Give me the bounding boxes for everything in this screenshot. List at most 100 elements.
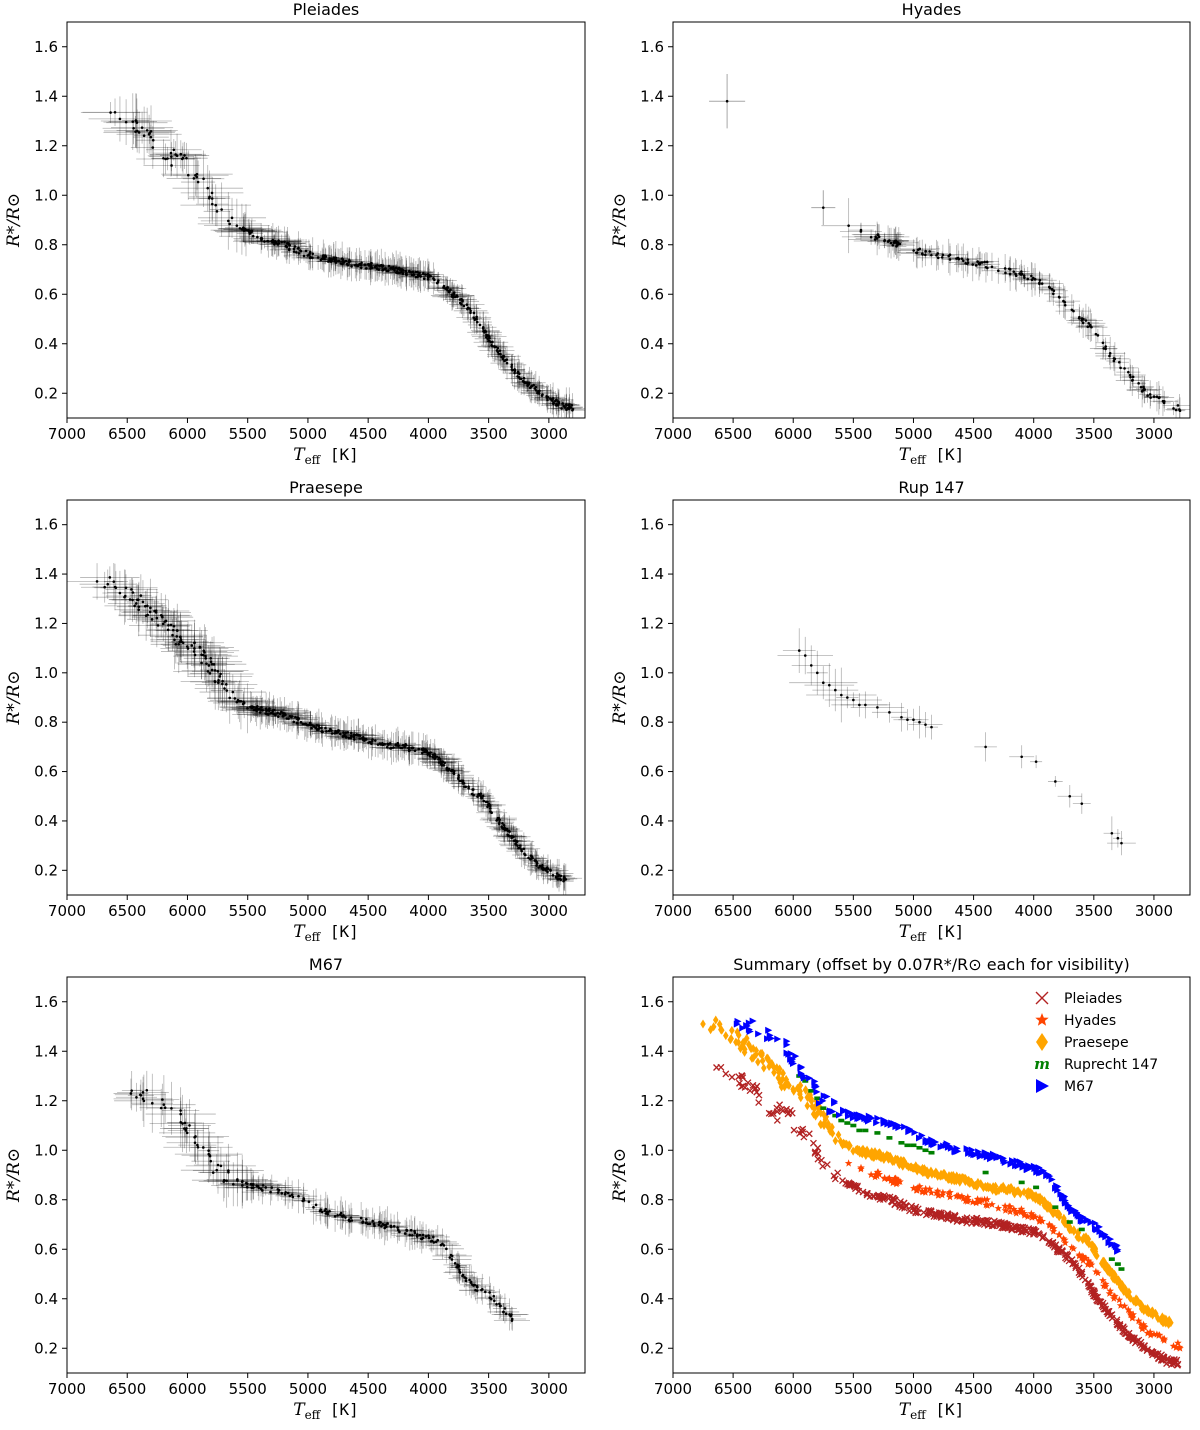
series-marker <box>1159 1356 1167 1364</box>
series-marker <box>1114 1321 1122 1329</box>
data-point <box>281 715 285 718</box>
data-point <box>241 1179 244 1183</box>
x-tick-label: 4500 <box>349 425 387 443</box>
data-point <box>192 177 196 180</box>
data-point <box>411 1233 414 1237</box>
data-point <box>530 384 534 388</box>
series-marker <box>1124 1305 1133 1314</box>
series-marker <box>881 1155 887 1165</box>
data-point <box>215 1168 219 1172</box>
series-marker <box>988 1200 996 1208</box>
data-point <box>186 647 190 650</box>
data-point <box>898 242 902 246</box>
series-marker <box>934 1171 941 1181</box>
series-marker <box>790 1084 796 1094</box>
series-marker <box>1006 1207 1014 1215</box>
series-marker <box>840 1106 848 1114</box>
series-marker <box>1128 1314 1137 1322</box>
data-point <box>251 234 255 238</box>
x-tick-label: 7000 <box>48 425 86 443</box>
data-point <box>324 1207 328 1211</box>
data-point <box>161 622 165 626</box>
data-point <box>864 703 867 707</box>
data-point <box>522 376 526 380</box>
data-point <box>274 240 277 243</box>
legend-label: Hyades <box>1064 1013 1116 1029</box>
series-marker <box>927 1188 936 1196</box>
data-point <box>468 1278 471 1282</box>
data-point <box>315 724 319 727</box>
series-ruprecht-147 <box>796 1074 1125 1271</box>
series-marker <box>906 1127 914 1135</box>
data-point <box>1080 317 1084 320</box>
data-point <box>338 1213 342 1216</box>
x-tick-label: 6500 <box>714 425 752 443</box>
data-point <box>128 598 132 601</box>
series-marker <box>707 1025 714 1035</box>
data-point <box>255 707 259 711</box>
data-point <box>405 273 408 276</box>
series-marker <box>1090 1288 1098 1296</box>
data-point <box>508 1313 511 1316</box>
data-point <box>397 744 400 747</box>
data-point <box>552 402 555 405</box>
data-point <box>145 1088 149 1092</box>
series-marker <box>738 1072 746 1079</box>
data-point <box>401 272 405 275</box>
data-point <box>1038 282 1041 286</box>
data-point <box>555 872 559 875</box>
data-point <box>948 258 952 261</box>
data-point <box>431 753 435 756</box>
data-point <box>846 696 849 699</box>
data-point <box>556 878 560 881</box>
data-point <box>427 1236 431 1240</box>
y-tick-label: 1.4 <box>640 565 664 583</box>
data-point <box>416 273 420 277</box>
data-point <box>442 284 446 288</box>
data-point <box>1034 760 1038 763</box>
data-point <box>427 1234 430 1237</box>
data-point <box>287 717 290 720</box>
data-point <box>452 771 455 775</box>
data-point <box>1084 319 1088 322</box>
data-point <box>480 796 483 800</box>
data-point <box>437 761 441 764</box>
data-point <box>162 156 165 160</box>
data-point <box>148 610 152 614</box>
data-point <box>261 1184 265 1187</box>
series-marker <box>1079 1256 1087 1264</box>
data-point <box>417 747 421 751</box>
data-point <box>565 404 568 407</box>
data-point <box>472 311 476 315</box>
data-point <box>394 744 398 747</box>
data-point <box>502 823 506 827</box>
series-marker <box>1104 1265 1110 1275</box>
x-tick-label: 6000 <box>774 1380 812 1398</box>
data-point <box>1118 360 1121 364</box>
x-tick-label: 3500 <box>1075 425 1113 443</box>
series-marker <box>988 1152 996 1160</box>
series-marker <box>826 1108 834 1116</box>
data-point <box>475 1289 479 1292</box>
data-point <box>348 1219 352 1223</box>
series-marker <box>1092 1267 1100 1276</box>
series-marker <box>1168 1318 1174 1328</box>
data-point <box>290 715 294 718</box>
series-marker <box>716 1019 723 1029</box>
series-marker <box>916 1145 923 1150</box>
series-marker <box>717 1063 725 1071</box>
y-tick-label: 1.4 <box>640 1042 664 1060</box>
data-point <box>347 260 351 264</box>
panel-m67: 7000 6500 6000 5500 5000 4500 4000 3500 3000 0.2 0… <box>4 955 586 1422</box>
data-point <box>389 1225 393 1229</box>
series-marker <box>887 1121 895 1129</box>
data-point <box>260 708 263 712</box>
series-marker <box>983 1195 991 1203</box>
data-point <box>997 269 1000 273</box>
series-marker <box>974 1179 981 1189</box>
data-point <box>984 745 987 749</box>
data-point <box>374 739 377 742</box>
data-point <box>350 1219 354 1222</box>
series-marker <box>1035 1217 1044 1225</box>
data-point <box>371 1219 374 1223</box>
